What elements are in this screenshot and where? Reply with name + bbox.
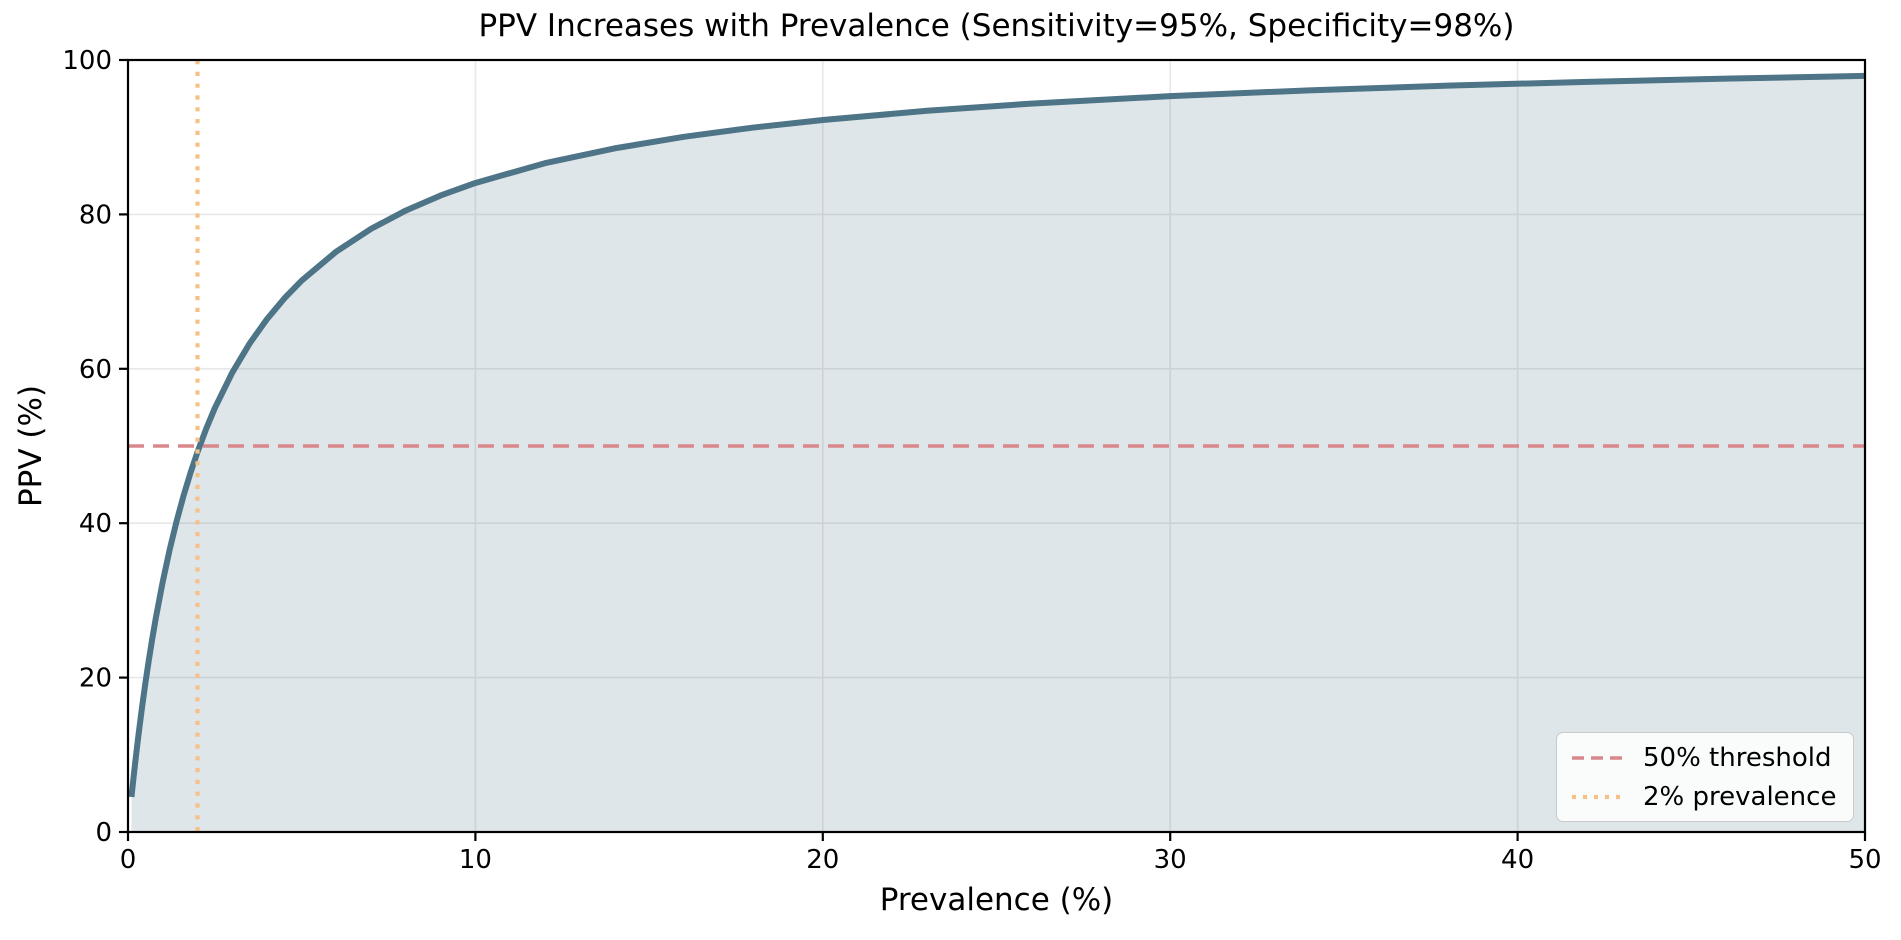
ppv-curve-line bbox=[128, 72, 1866, 798]
tick-labels: 0 10 20 30 40 50 0 20 40 60 80 100 bbox=[62, 46, 1881, 875]
y-tick-label: 100 bbox=[62, 46, 112, 76]
y-tick-label: 0 bbox=[95, 818, 112, 848]
legend-label-50-threshold: 50% threshold bbox=[1643, 742, 1832, 773]
spine-box bbox=[126, 58, 1867, 834]
dotted-line-icon bbox=[1572, 794, 1626, 799]
x-tick-label: 20 bbox=[806, 845, 839, 875]
y-tick-label: 40 bbox=[79, 509, 112, 539]
chart-title: PPV Increases with Prevalence (Sensitivi… bbox=[478, 8, 1515, 44]
y-tick-label: 60 bbox=[79, 355, 112, 385]
dashed-line-icon bbox=[1572, 755, 1626, 760]
x-tick-label: 40 bbox=[1501, 845, 1534, 875]
x-tick-label: 0 bbox=[120, 845, 137, 875]
y-tick-label: 20 bbox=[79, 664, 112, 694]
y-tick-label: 80 bbox=[79, 200, 112, 230]
axis-ticks bbox=[119, 58, 1867, 841]
legend-item-50-threshold: 50% threshold bbox=[1571, 743, 1839, 773]
area-fill bbox=[131, 75, 1865, 832]
x-tick-label: 30 bbox=[1154, 845, 1187, 875]
legend-item-2-prevalence: 2% prevalence bbox=[1571, 782, 1839, 812]
x-tick-label: 50 bbox=[1848, 845, 1881, 875]
legend-label-2-prevalence: 2% prevalence bbox=[1643, 781, 1837, 812]
x-axis-label: Prevalence (%) bbox=[879, 882, 1114, 918]
legend: 50% threshold 2% prevalence bbox=[1556, 732, 1854, 822]
plot-area: 0 10 20 30 40 50 0 20 40 60 80 100 bbox=[62, 46, 1881, 875]
ppv-curve bbox=[128, 72, 1866, 798]
x-tick-label: 10 bbox=[459, 845, 492, 875]
ppv-area-fill bbox=[131, 75, 1865, 832]
axes-spines bbox=[126, 58, 1867, 834]
y-axis-label: PPV (%) bbox=[13, 384, 49, 508]
